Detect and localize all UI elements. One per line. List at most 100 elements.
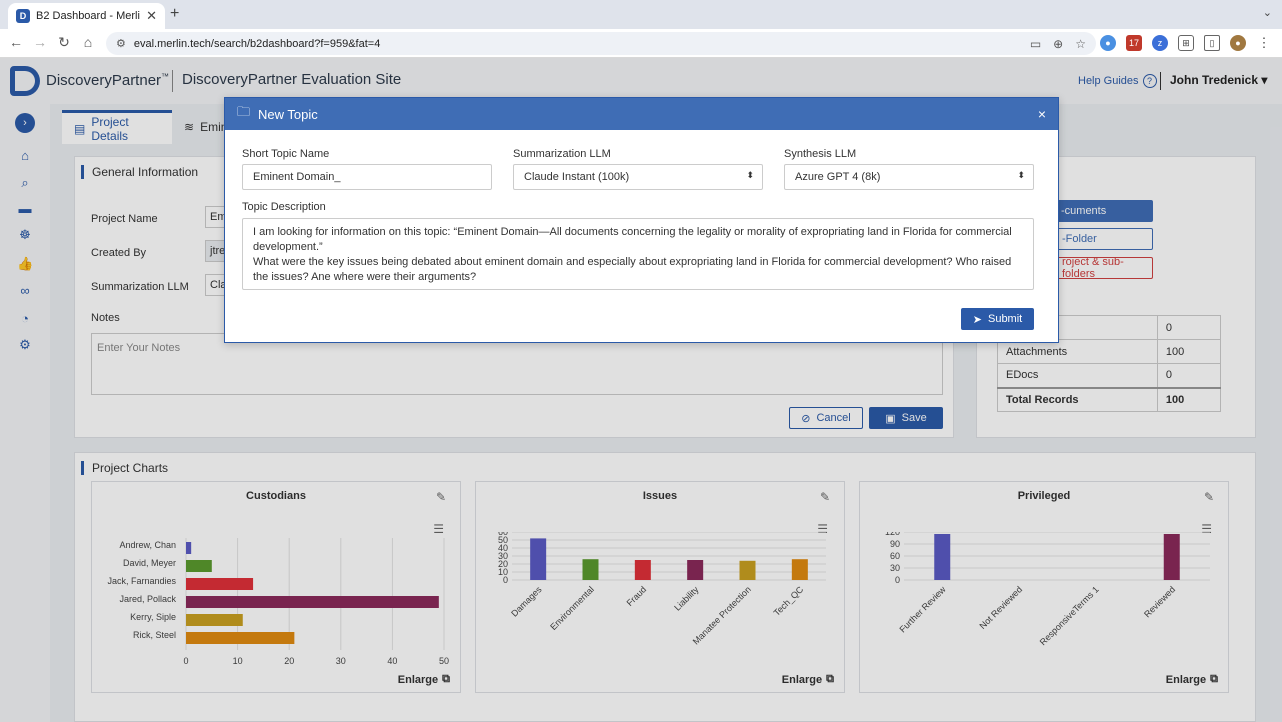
enlarge-label[interactable]: Enlarge	[397, 673, 439, 686]
category-label: ResponsiveTerms 1	[1038, 584, 1101, 647]
select-arrows-icon: ⬍	[746, 170, 754, 180]
cancel-label[interactable]: Cancel	[816, 412, 851, 424]
synthesis-llm-value[interactable]: Azure GPT 4 (8k)	[795, 171, 881, 183]
side-panel-icon[interactable]: ▯	[1204, 35, 1220, 51]
pie-chart-nav-icon[interactable]: ◔	[21, 311, 29, 326]
reload-icon[interactable]: ↻	[58, 34, 70, 50]
external-link-icon[interactable]: ⧉	[826, 673, 834, 685]
help-guides-link[interactable]: Help Guides ?	[1078, 74, 1157, 88]
folder-nav-icon[interactable]: ▬	[18, 201, 32, 216]
floppy-icon: ▣	[885, 412, 896, 425]
short-topic-name-input[interactable]: Eminent Domain_	[242, 164, 492, 190]
records-table: 0 Attachments 100 EDocs 0 Total Records 100	[997, 315, 1222, 412]
category-label: Further Review	[897, 584, 948, 635]
submit-button[interactable]: ➤ Submit	[961, 308, 1034, 330]
enlarge-button[interactable]: Enlarge ⧉	[1166, 673, 1218, 686]
enlarge-label[interactable]: Enlarge	[1165, 673, 1207, 686]
topic-description-textarea[interactable]: I am looking for information on this top…	[242, 218, 1034, 290]
y-tick-label: 0	[895, 575, 900, 585]
cancel-button[interactable]: ⊘ Cancel	[789, 407, 863, 429]
home-icon[interactable]: ⌂	[83, 34, 93, 50]
tab-search-chevron-icon[interactable]: ⌄	[1262, 7, 1272, 19]
enlarge-label[interactable]: Enlarge	[781, 673, 823, 686]
extension-blue-icon[interactable]: ●	[1100, 35, 1116, 51]
tab-project-details-label[interactable]: Project Details	[91, 114, 129, 143]
enlarge-button[interactable]: Enlarge ⧉	[782, 673, 834, 686]
edit-icon[interactable]: ✎	[819, 490, 830, 504]
bar	[739, 560, 756, 580]
bar	[186, 596, 439, 608]
paper-plane-icon: ➤	[972, 313, 982, 326]
category-label: Damages	[509, 584, 544, 619]
total-label: Total Records	[997, 386, 1158, 412]
cast-icon[interactable]: ▭	[1029, 36, 1042, 51]
home-nav-icon[interactable]: ⌂	[21, 148, 29, 163]
category-label: Andrew, Chan	[119, 540, 176, 550]
category-label: Environmental	[548, 584, 596, 632]
browser-tabstrip: D B2 Dashboard - Merlin IS ✕ + ⌄	[0, 0, 1282, 29]
url-text[interactable]: eval.merlin.tech/search/b2dashboard?f=95…	[133, 37, 381, 50]
sidebar-expand-icon[interactable]: ›	[15, 113, 35, 133]
chart-title: Issues	[642, 490, 678, 502]
back-icon[interactable]: ←	[9, 34, 23, 50]
edit-icon[interactable]: ✎	[435, 490, 446, 504]
submit-label[interactable]: Submit	[987, 313, 1023, 325]
browser-toolbar: ← → ↻ ⌂ ⚙ eval.merlin.tech/search/b2dash…	[0, 29, 1282, 58]
tab-eminent-domain-label[interactable]: Emin	[200, 120, 228, 134]
brain-nav-icon[interactable]: ☸	[19, 227, 31, 242]
settings-nav-icon[interactable]: ⚙	[19, 337, 31, 352]
description-line[interactable]: What were the key issues being debated a…	[253, 256, 1012, 283]
extension-zoom-icon[interactable]: z	[1152, 35, 1168, 51]
link-nav-icon[interactable]: ∞	[20, 283, 30, 298]
external-link-icon[interactable]: ⧉	[1210, 673, 1218, 685]
x-tick-label: 0	[183, 656, 188, 666]
forward-icon[interactable]: →	[33, 34, 47, 50]
ban-icon: ⊘	[801, 412, 811, 425]
browser-menu-icon[interactable]: ⋮	[1257, 35, 1271, 50]
address-bar[interactable]: ⚙ eval.merlin.tech/search/b2dashboard?f=…	[106, 32, 1096, 55]
privileged-chart: 0 30 60 90 120 Further Review Not Reviewed Resp…	[885, 532, 1210, 647]
y-tick-label: 30	[498, 551, 508, 561]
bar	[791, 559, 808, 580]
extension-calendar-icon[interactable]: 17	[1126, 35, 1142, 51]
category-label: Fraud	[625, 584, 649, 608]
x-tick-label: 50	[439, 656, 449, 666]
edit-icon[interactable]: ✎	[1203, 490, 1214, 504]
external-link-icon[interactable]: ⧉	[442, 673, 450, 685]
extensions-puzzle-icon[interactable]: ⊞	[1178, 35, 1194, 51]
thumbs-up-nav-icon[interactable]: 👍	[17, 256, 34, 271]
save-button[interactable]: ▣ Save	[869, 407, 943, 429]
merlin-favicon-icon: D	[16, 9, 30, 23]
help-question-icon[interactable]: ?	[1142, 74, 1157, 88]
user-menu[interactable]: John Tredenick ▾	[1170, 73, 1268, 87]
modal-header: 🗀 New Topic	[225, 98, 1058, 130]
summarization-llm-value[interactable]: Claude Instant (100k)	[524, 171, 630, 183]
tab-close-icon[interactable]: ✕	[146, 8, 157, 23]
chart-menu-icon[interactable]: ☰	[433, 522, 444, 536]
chart-menu-icon[interactable]: ☰	[1201, 522, 1212, 536]
summarization-llm-select[interactable]: Claude Instant (100k) ⬍	[513, 164, 763, 190]
category-label: Jack, Farnandies	[107, 576, 176, 586]
notes-label: Notes	[91, 312, 120, 324]
category-label: Liability	[672, 584, 701, 613]
site-info-icon[interactable]: ⚙	[116, 38, 126, 50]
tab-eminent-domain[interactable]: ≋ Emin	[172, 110, 252, 144]
description-line[interactable]: I am looking for information on this top…	[253, 226, 1012, 253]
profile-avatar[interactable]: ●	[1230, 35, 1246, 51]
zoom-icon[interactable]: ⊕	[1053, 36, 1064, 51]
help-guides-label[interactable]: Help Guides	[1078, 75, 1139, 87]
new-tab-icon[interactable]: +	[170, 5, 180, 22]
enlarge-button[interactable]: Enlarge ⧉	[398, 673, 450, 686]
close-icon[interactable]: ×	[1037, 106, 1046, 122]
search-nav-icon[interactable]: ⌕	[21, 175, 29, 190]
browser-tab[interactable]: D B2 Dashboard - Merlin IS ✕	[8, 3, 165, 29]
bookmark-star-icon[interactable]: ☆	[1075, 36, 1086, 51]
synthesis-llm-select[interactable]: Azure GPT 4 (8k) ⬍	[784, 164, 1034, 190]
y-tick-label: 120	[885, 532, 900, 537]
record-label: Attachments	[997, 339, 1158, 364]
chart-menu-icon[interactable]: ☰	[817, 522, 828, 536]
bar	[1163, 534, 1180, 580]
tab-project-details[interactable]: ▤ Project Details	[62, 110, 172, 144]
save-label[interactable]: Save	[901, 412, 927, 424]
